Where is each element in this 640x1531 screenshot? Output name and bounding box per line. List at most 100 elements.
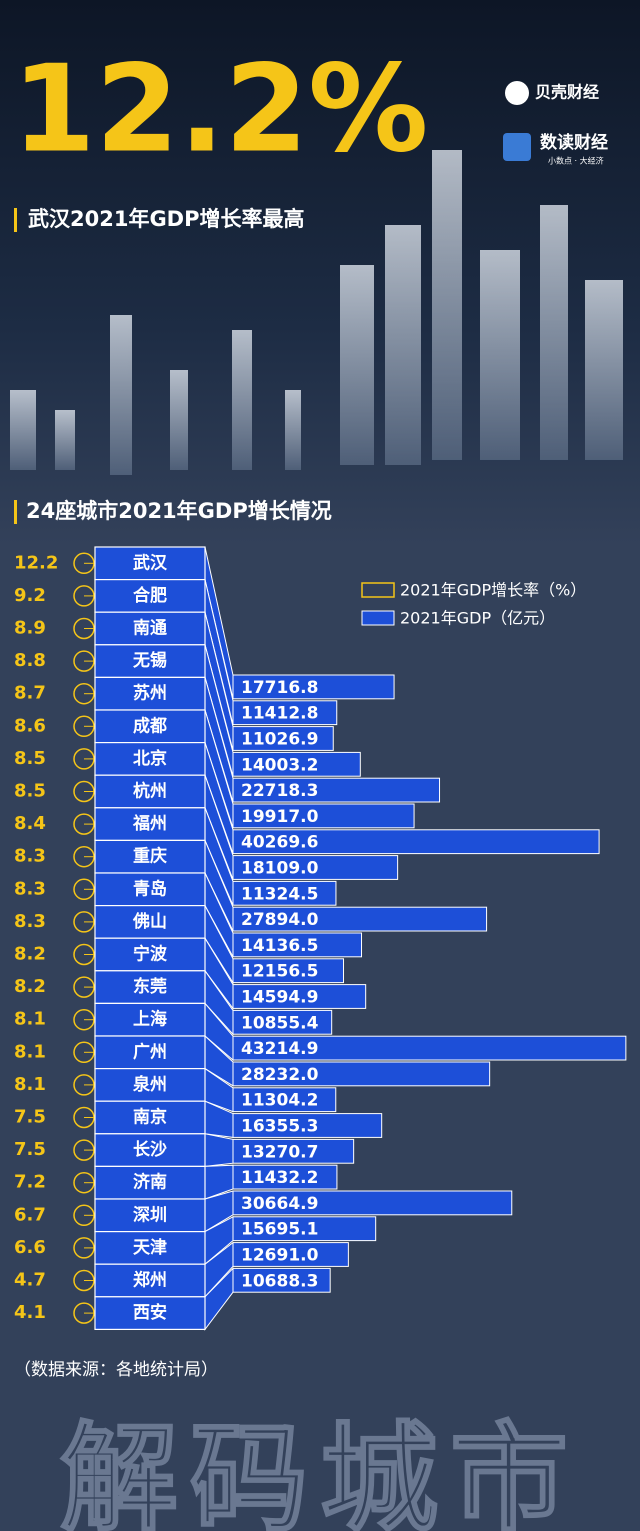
gdp-label: 12156.5 (241, 962, 318, 982)
rate-label: 8.6 (14, 715, 46, 736)
rate-label: 8.3 (14, 878, 46, 899)
rate-label: 6.7 (14, 1204, 46, 1225)
rate-label: 7.5 (14, 1107, 46, 1128)
gdp-label: 15695.1 (241, 1220, 318, 1240)
city-label: 上海 (133, 1009, 167, 1030)
rate-label: 7.5 (14, 1139, 46, 1160)
brand2: 数读财经 (540, 132, 608, 153)
rate-label: 8.5 (14, 748, 46, 769)
city-box (94, 676, 206, 711)
gdp-label: 14594.9 (241, 988, 318, 1008)
gdp-label: 11432.2 (241, 1168, 318, 1188)
gdp-label: 18109.0 (241, 859, 319, 879)
gdp-bar (232, 1164, 338, 1190)
city-box (94, 546, 206, 581)
city-label: 东莞 (133, 976, 167, 997)
gdp-label: 28232.0 (241, 1065, 319, 1085)
rate-label: 8.1 (14, 1074, 46, 1095)
gdp-label: 11324.5 (241, 884, 318, 904)
city-label: 深圳 (133, 1204, 167, 1225)
gdp-label: 27894.0 (241, 910, 319, 930)
gdp-label: 11304.2 (241, 1091, 318, 1111)
gdp-bar (232, 906, 488, 932)
city-box (94, 970, 206, 1004)
city-label: 济南 (133, 1172, 167, 1193)
city-label: 苏州 (133, 683, 167, 704)
gdp-label: 10855.4 (241, 1013, 319, 1033)
city-label: 西安 (133, 1302, 167, 1323)
accent-bar (14, 500, 17, 524)
city-label: 广州 (133, 1041, 167, 1062)
rate-label: 8.2 (14, 976, 46, 997)
gdp-bar (232, 855, 399, 880)
gdp-bar (232, 726, 334, 751)
legend-label: 2021年GDP增长率（%） (400, 581, 586, 600)
gdp-bar (232, 984, 367, 1009)
rate-label: 4.1 (14, 1302, 46, 1323)
watermark: 解码城市 (60, 1410, 580, 1531)
rate-label: 8.3 (14, 911, 46, 932)
gdp-label: 17716.8 (241, 678, 318, 698)
gdp-label: 11412.8 (241, 704, 318, 724)
city-box (94, 937, 206, 972)
city-skyline (10, 150, 623, 475)
city-label: 南通 (133, 618, 167, 639)
city-label: 无锡 (132, 650, 167, 671)
city-box (94, 839, 206, 874)
city-box (94, 644, 206, 678)
city-label: 天津 (133, 1237, 167, 1258)
legend-label: 2021年GDP（亿元） (400, 609, 555, 628)
city-label: 福州 (132, 813, 167, 834)
gdp-bar (232, 803, 415, 829)
gdp-bar (232, 700, 338, 726)
rate-label: 8.4 (14, 813, 46, 834)
city-box (94, 1263, 206, 1298)
city-label: 青岛 (133, 878, 167, 899)
rate-label: 8.7 (14, 683, 46, 704)
gdp-bar (232, 777, 441, 803)
gdp-bar (232, 958, 345, 984)
rate-label: 6.6 (14, 1237, 46, 1258)
slogan: 小数点 · 大经济 (548, 156, 604, 166)
source: （数据来源：各地统计局） (14, 1360, 218, 1380)
city-label: 杭州 (133, 781, 167, 802)
gdp-label: 22718.3 (241, 781, 318, 801)
gdp-bar (232, 1035, 627, 1061)
subtitle: 武汉2021年GDP增长率最高 (28, 207, 305, 231)
legend: 2021年GDP增长率（%） 2021年GDP（亿元） (361, 581, 586, 628)
city-label: 武汉 (133, 552, 168, 573)
city-label: 长沙 (133, 1139, 167, 1160)
city-box (94, 1133, 206, 1168)
gdp-label: 12691.0 (241, 1246, 319, 1266)
gdp-label: 19917.0 (241, 807, 319, 827)
connector (204, 1133, 234, 1167)
gdp-label: 30664.9 (241, 1194, 318, 1214)
rate-label: 12.2 (14, 552, 58, 573)
gdp-label: 13270.7 (241, 1142, 318, 1162)
city-label: 成都 (133, 715, 167, 736)
rate-label: 8.8 (14, 650, 46, 671)
gdp-label: 16355.3 (241, 1117, 318, 1137)
gdp-bar (232, 829, 600, 855)
gdp-label: 11026.9 (241, 730, 318, 750)
rate-label: 4.7 (14, 1270, 46, 1291)
city-label: 佛山 (132, 911, 167, 932)
headline: 12.2% (12, 41, 428, 180)
gdp-label: 14136.5 (241, 936, 318, 956)
rate-label: 8.1 (14, 1009, 46, 1030)
gdp-label: 10688.3 (241, 1271, 318, 1291)
gdp-label: 40269.6 (241, 833, 318, 853)
gdp-bar (232, 1242, 349, 1267)
rate-label: 9.2 (14, 585, 46, 606)
gdp-bar (232, 674, 395, 700)
city-label: 泉州 (132, 1074, 167, 1095)
city-label: 北京 (133, 748, 167, 769)
gdp-bar (232, 751, 361, 777)
gdp-bar (232, 932, 363, 958)
gdp-bar (232, 1009, 333, 1035)
brand2-logo (503, 133, 531, 161)
rate-label: 8.2 (14, 944, 46, 965)
city-box (94, 774, 206, 809)
gdp-label: 14003.2 (241, 755, 318, 775)
